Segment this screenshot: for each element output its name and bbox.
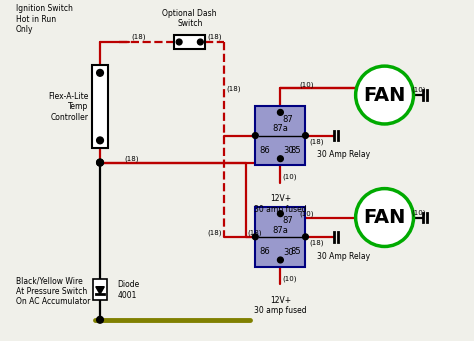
Text: (18): (18) — [247, 230, 262, 236]
Circle shape — [277, 211, 283, 217]
Text: (10): (10) — [283, 275, 297, 282]
Text: 30: 30 — [283, 248, 293, 257]
Text: (18): (18) — [207, 230, 222, 236]
Circle shape — [198, 39, 203, 45]
Text: 30 Amp Relay: 30 Amp Relay — [317, 252, 370, 261]
Text: 87a: 87a — [273, 226, 288, 235]
Text: (18): (18) — [207, 34, 222, 41]
Circle shape — [97, 316, 103, 323]
Bar — [93, 279, 107, 300]
Text: 87a: 87a — [273, 124, 288, 133]
Circle shape — [97, 70, 103, 76]
Text: Diode
4001: Diode 4001 — [118, 280, 140, 300]
Text: 30: 30 — [283, 147, 293, 155]
Text: FAN: FAN — [364, 86, 406, 105]
Text: 30 Amp Relay: 30 Amp Relay — [317, 150, 370, 159]
Circle shape — [302, 234, 309, 240]
Text: (18): (18) — [310, 138, 324, 145]
Text: 86: 86 — [260, 247, 270, 256]
Text: (10): (10) — [411, 209, 426, 216]
Text: (18): (18) — [310, 239, 324, 246]
Text: 87: 87 — [283, 115, 293, 124]
Text: (10): (10) — [300, 81, 314, 88]
Circle shape — [277, 156, 283, 162]
Circle shape — [97, 159, 103, 166]
Text: 85: 85 — [291, 146, 301, 154]
Text: FAN: FAN — [364, 208, 406, 227]
Text: (10): (10) — [283, 174, 297, 180]
Circle shape — [253, 234, 258, 240]
Text: 12V+
30 amp fused: 12V+ 30 amp fused — [254, 194, 307, 214]
Circle shape — [97, 159, 103, 166]
Text: (10): (10) — [411, 87, 426, 93]
Text: Black/Yellow Wire
At Pressure Switch
On AC Accumulator: Black/Yellow Wire At Pressure Switch On … — [16, 277, 91, 306]
Circle shape — [176, 39, 182, 45]
Text: 12V+
30 amp fused: 12V+ 30 amp fused — [254, 296, 307, 315]
Text: 85: 85 — [291, 247, 301, 256]
Polygon shape — [96, 287, 104, 294]
Text: (18): (18) — [227, 86, 241, 92]
Bar — [255, 207, 305, 267]
Circle shape — [97, 137, 103, 144]
Text: Ignition Switch
Hot in Run
Only: Ignition Switch Hot in Run Only — [16, 4, 73, 34]
Bar — [255, 106, 305, 165]
Text: (10): (10) — [300, 210, 314, 217]
Circle shape — [356, 66, 413, 124]
Bar — [174, 35, 205, 49]
Text: Optional Dash
Switch: Optional Dash Switch — [163, 9, 217, 29]
Text: Flex-A-Lite
Temp
Controller: Flex-A-Lite Temp Controller — [48, 92, 89, 121]
Text: 86: 86 — [260, 146, 270, 154]
Text: 87: 87 — [283, 216, 293, 225]
Circle shape — [277, 257, 283, 263]
Circle shape — [302, 133, 309, 138]
Text: (18): (18) — [131, 34, 146, 41]
Circle shape — [356, 189, 413, 247]
Circle shape — [277, 109, 283, 115]
Circle shape — [253, 133, 258, 138]
Bar — [92, 65, 108, 148]
Text: (18): (18) — [124, 155, 139, 162]
